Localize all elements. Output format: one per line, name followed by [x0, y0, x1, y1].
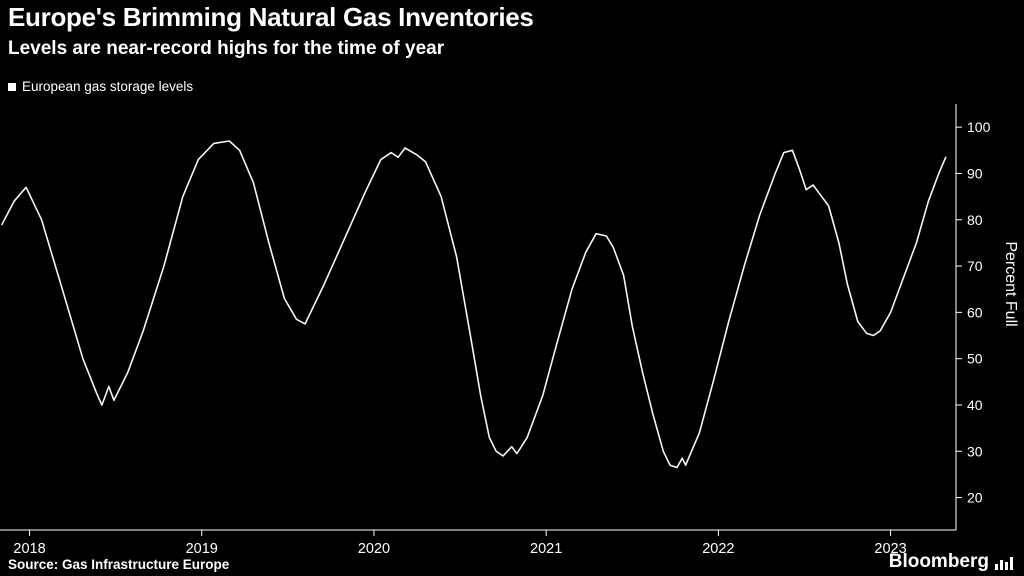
chart-subtitle: Levels are near-record highs for the tim…	[8, 38, 445, 59]
x-tick-label: 2022	[702, 541, 734, 557]
y-tick-label: 30	[967, 443, 983, 459]
legend: European gas storage levels	[8, 79, 193, 94]
chart-title: Europe's Brimming Natural Gas Inventorie…	[8, 2, 534, 32]
legend-label: European gas storage levels	[22, 79, 194, 94]
y-tick-label: 60	[967, 304, 983, 320]
y-tick-label: 70	[967, 258, 983, 274]
bloomberg-logo: Bloomberg	[889, 551, 1016, 573]
y-tick-label: 90	[967, 165, 983, 181]
source-credit: Source: Gas Infrastructure Europe	[8, 557, 230, 572]
legend-square-icon	[8, 82, 16, 91]
y-tick-label: 20	[967, 490, 983, 506]
storage-line-series	[1, 140, 947, 469]
y-tick-label: 40	[967, 397, 983, 413]
y-tick-label: 100	[967, 119, 991, 135]
x-tick-label: 2021	[530, 541, 562, 557]
y-axis-title: Percent Full	[1002, 241, 1019, 326]
x-tick-label: 2018	[13, 541, 45, 557]
x-tick-label: 2023	[874, 541, 906, 557]
x-tick-label: 2020	[358, 541, 390, 557]
bloomberg-wordmark: Bloomberg	[888, 551, 989, 572]
x-tick-label: 2019	[186, 541, 218, 557]
y-tick-label: 50	[967, 351, 983, 367]
bar-chart-icon	[995, 557, 1013, 570]
y-tick-label: 80	[967, 212, 983, 228]
